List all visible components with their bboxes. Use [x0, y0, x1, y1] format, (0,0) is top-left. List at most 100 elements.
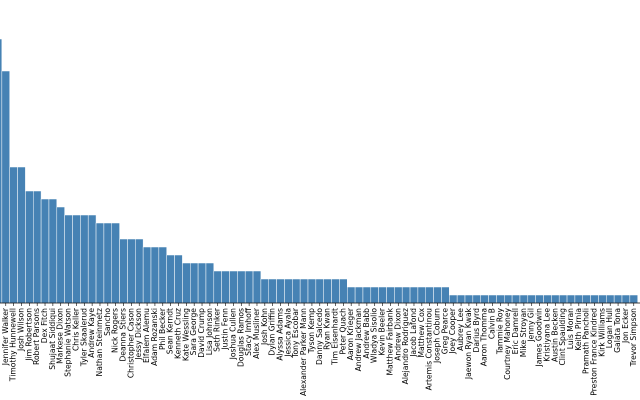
bar [33, 190, 42, 304]
bar [496, 294, 505, 304]
x-tick-label: Phil Becker [158, 307, 167, 350]
x-tick-label: Chris Keller [71, 307, 80, 351]
bar [456, 294, 466, 304]
bar [551, 294, 560, 304]
bar [260, 278, 269, 304]
bar [582, 294, 591, 304]
x-tick-label: Galata Tona [613, 308, 622, 353]
bar [409, 286, 419, 304]
bar [221, 270, 230, 304]
bar [472, 294, 481, 304]
bar [566, 294, 576, 304]
x-tick-label: Tyson Kemp [307, 308, 316, 354]
bar [558, 294, 568, 304]
bar [401, 286, 411, 304]
bar [0, 38, 3, 304]
x-tick-label: Joseph Coburn [433, 308, 442, 364]
bar [606, 294, 615, 304]
x-tick-label: Wladya Sisolio [370, 308, 379, 363]
x-tick-label: Stacy Imhoff [244, 307, 253, 356]
bar [190, 262, 199, 304]
bar [504, 294, 513, 304]
bar [590, 294, 599, 304]
x-tick-label: Aaron Thomma [480, 308, 489, 366]
x-tick-label: Josh Kohn [260, 308, 269, 346]
bar [135, 238, 144, 304]
bar [629, 294, 638, 304]
bar [17, 166, 26, 304]
bar [268, 278, 277, 304]
x-tick-label: Jenny Gil [527, 308, 536, 343]
bar [425, 286, 434, 304]
x-tick-label: Shujaat Siddiqui [48, 308, 57, 370]
bar [378, 286, 387, 304]
x-tick-label: Alex Musliner [252, 307, 261, 359]
x-tick-label: Jessica Ayala [283, 308, 292, 358]
x-tick-label: Kate Wessling [181, 308, 190, 361]
bar [205, 262, 215, 304]
bar [150, 246, 160, 304]
x-tick-label: Matthew Cox [417, 308, 426, 358]
x-tick-label: Sancho [103, 308, 112, 336]
bar [87, 214, 97, 304]
x-tick-label: Greg Pearce [440, 308, 449, 355]
x-tick-label: David Crump [197, 308, 206, 358]
x-tick-label: Jennifer Walker [1, 307, 10, 366]
x-tick-label: Luis Moran [566, 308, 575, 349]
bar [1, 70, 10, 304]
bar [613, 294, 623, 304]
bar [292, 278, 301, 304]
bar [252, 270, 262, 304]
bar [449, 294, 458, 304]
x-tick-label: Aaron Krieger [346, 307, 355, 360]
bar [480, 294, 489, 304]
x-tick-label: Tony Escobar [291, 307, 300, 359]
x-tick-label: Andrew Jackman [354, 308, 363, 372]
x-tick-label: Jessy Dickson [134, 308, 143, 361]
bar [119, 238, 128, 304]
x-tick-label: Sean Kerndt [166, 308, 175, 354]
x-tick-label: Calvin B [487, 308, 496, 339]
x-tick-label: Sara George [189, 308, 198, 356]
x-tick-label: Dex Fitch [40, 308, 49, 343]
bar [56, 206, 65, 304]
x-tick-label: Matthew Fairbank [385, 307, 394, 375]
bar [511, 294, 521, 304]
bar [9, 166, 18, 304]
bar [25, 190, 34, 304]
x-tick-label: Nathan Steinmetz [95, 308, 104, 376]
bar [95, 222, 105, 304]
bar [543, 294, 552, 304]
bar [370, 286, 379, 304]
bar [229, 270, 238, 304]
x-tick-label: Kirk Williams [597, 308, 606, 357]
x-tick-label: Kristiyana Lee [542, 308, 551, 362]
x-tick-label: Markese Dixon [56, 308, 65, 364]
bar [433, 286, 442, 304]
bar [394, 286, 403, 304]
x-tick-label: Andrew Kaye [87, 308, 96, 358]
x-tick-label: Peter Quach [338, 308, 347, 355]
x-tick-label: Deanna Stiers [119, 308, 128, 362]
x-tick-label: Nick Rogers [111, 308, 120, 353]
bar [362, 286, 372, 304]
x-tick-label: Darius Byrd [472, 308, 481, 353]
bar [276, 278, 285, 304]
bar [299, 278, 309, 304]
x-tick-label: Danny Salcedo [315, 308, 324, 365]
x-tick-label: Alejandro Rodriguez [401, 308, 410, 384]
x-tick-label: Joey Cooper [448, 307, 457, 355]
bar [166, 254, 175, 304]
x-tick-label: Robert Parsons [32, 308, 41, 365]
x-tick-label: Jim Robertson [24, 308, 33, 362]
bar [72, 214, 81, 304]
bar [621, 294, 631, 304]
x-tick-label: Adam Rozanski [150, 308, 159, 366]
x-tick-label: Trevor Simpson [629, 308, 638, 368]
x-tick-label: Andrew Babb [362, 308, 371, 359]
bar [354, 286, 364, 304]
bar [347, 286, 356, 304]
x-tick-label: Jacob Lafond [409, 308, 418, 358]
